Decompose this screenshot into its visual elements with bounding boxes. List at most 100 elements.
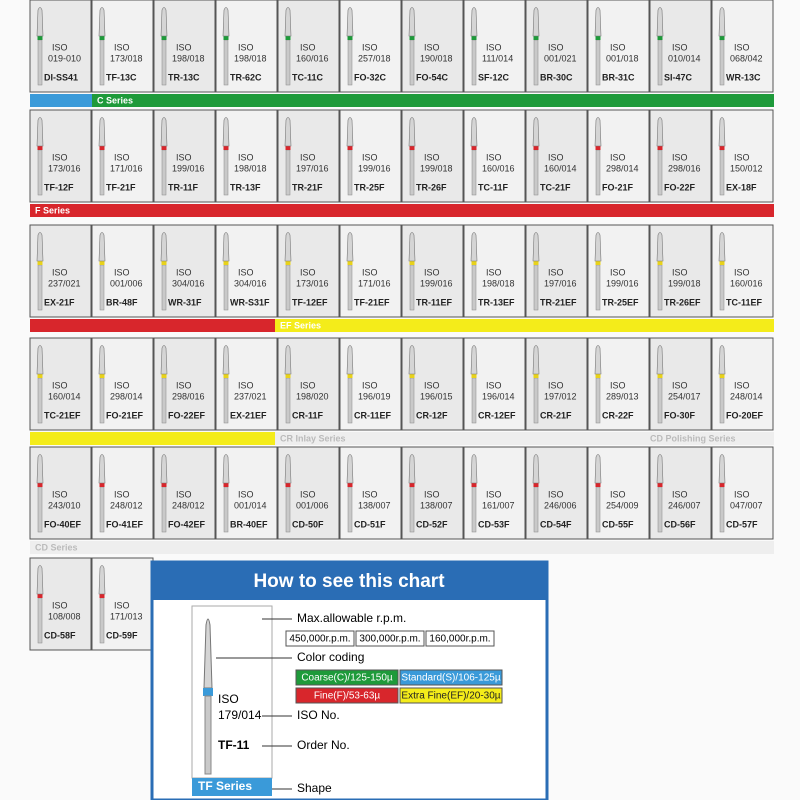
bur-shank	[719, 264, 725, 311]
iso-number: 257/018	[358, 53, 391, 63]
bur-shank	[409, 486, 415, 533]
bur-ring	[533, 36, 539, 40]
iso-number: 001/014	[234, 500, 267, 510]
iso-number: 138/007	[358, 500, 391, 510]
bur-shank	[719, 39, 725, 86]
bur-ring	[223, 261, 229, 265]
order-number: SI-47C	[664, 72, 693, 82]
iso-number: 111/014	[482, 53, 513, 63]
bur-head	[408, 454, 416, 484]
bur-head	[222, 454, 230, 484]
bur-shank	[719, 149, 725, 196]
iso-label: ISO	[548, 380, 564, 390]
series-label: EF Series	[280, 320, 321, 330]
order-number: FO-40EF	[44, 519, 82, 529]
bur-head	[470, 345, 478, 375]
iso-number: 160/016	[730, 278, 763, 288]
order-number: CR-12EF	[478, 410, 516, 420]
bur-shank	[161, 486, 167, 533]
bur-head	[346, 345, 354, 375]
iso-label: ISO	[238, 152, 254, 162]
bur-head	[36, 565, 44, 595]
iso-number: 298/014	[606, 163, 639, 173]
bur-head	[346, 117, 354, 147]
bur-shank	[347, 264, 353, 311]
iso-number: 298/016	[172, 391, 205, 401]
series-label: CD Polishing Series	[650, 433, 736, 443]
iso-number: 198/018	[172, 53, 205, 63]
bur-head	[656, 7, 664, 37]
rpm-box	[355, 630, 425, 647]
order-number: CD-56F	[664, 519, 696, 529]
order-number: TF-13C	[106, 72, 137, 82]
bur-head	[532, 7, 540, 37]
iso-number: 243/010	[48, 500, 81, 510]
bur-head	[160, 345, 168, 375]
order-number: TR-21F	[292, 182, 323, 192]
bur-shank	[657, 39, 663, 86]
iso-number: 010/014	[668, 53, 701, 63]
iso-number: 190/018	[420, 53, 453, 63]
bur-ring	[409, 36, 415, 40]
iso-label: ISO	[176, 380, 192, 390]
iso-label: ISO	[52, 42, 68, 52]
series-band	[30, 432, 275, 445]
bur-shank	[595, 486, 601, 533]
bur-head	[346, 454, 354, 484]
bur-ring	[533, 483, 539, 487]
bur-head	[160, 7, 168, 37]
bur-head	[98, 454, 106, 484]
bur-shank	[99, 486, 105, 533]
iso-label: ISO	[486, 42, 502, 52]
iso-label: ISO	[52, 600, 68, 610]
iso-number: 246/006	[544, 500, 577, 510]
bur-ring	[657, 146, 663, 150]
bur-ring	[285, 483, 291, 487]
bur-shank	[99, 264, 105, 311]
bur-ring	[719, 483, 725, 487]
order-number: BR-48F	[106, 297, 138, 307]
bur-head	[532, 345, 540, 375]
bur-shank	[223, 486, 229, 533]
iso-label: ISO	[114, 380, 130, 390]
order-number: TF-21EF	[354, 297, 390, 307]
bur-shank	[657, 149, 663, 196]
bur-head	[594, 7, 602, 37]
bur-head	[718, 117, 726, 147]
iso-label: ISO	[362, 489, 378, 499]
series-label: C Series	[97, 95, 133, 105]
iso-label: ISO	[734, 267, 750, 277]
bur-shank	[595, 39, 601, 86]
iso-label: ISO	[114, 42, 130, 52]
bur-head	[656, 117, 664, 147]
bur-ring	[409, 146, 415, 150]
series-band	[30, 319, 275, 332]
bur-shank	[223, 377, 229, 424]
bur-shank	[99, 149, 105, 196]
bur-ring	[161, 36, 167, 40]
bur-head	[470, 7, 478, 37]
iso-label: ISO	[672, 42, 688, 52]
bur-ring	[161, 483, 167, 487]
bur-head	[98, 565, 106, 595]
bur-head	[470, 117, 478, 147]
order-number: TC-11EF	[726, 297, 763, 307]
iso-label: ISO	[486, 152, 502, 162]
rpm-label: Max.allowable r.p.m.	[297, 611, 406, 625]
iso-label: ISO	[362, 380, 378, 390]
bur-shank	[533, 486, 539, 533]
bur-shank	[533, 39, 539, 86]
iso-number: 199/016	[606, 278, 639, 288]
rpm-box	[425, 630, 495, 647]
order-number: CD-51F	[354, 519, 386, 529]
bur-ring	[99, 261, 105, 265]
bur-ring	[37, 594, 43, 598]
bur-head	[36, 345, 44, 375]
iso-label: ISO	[362, 42, 378, 52]
iso-label: ISO	[672, 152, 688, 162]
order-number: CR-12F	[416, 410, 448, 420]
bur-ring	[471, 146, 477, 150]
bur-shank	[161, 377, 167, 424]
bur-ring	[409, 261, 415, 265]
iso-number: 173/018	[110, 53, 143, 63]
